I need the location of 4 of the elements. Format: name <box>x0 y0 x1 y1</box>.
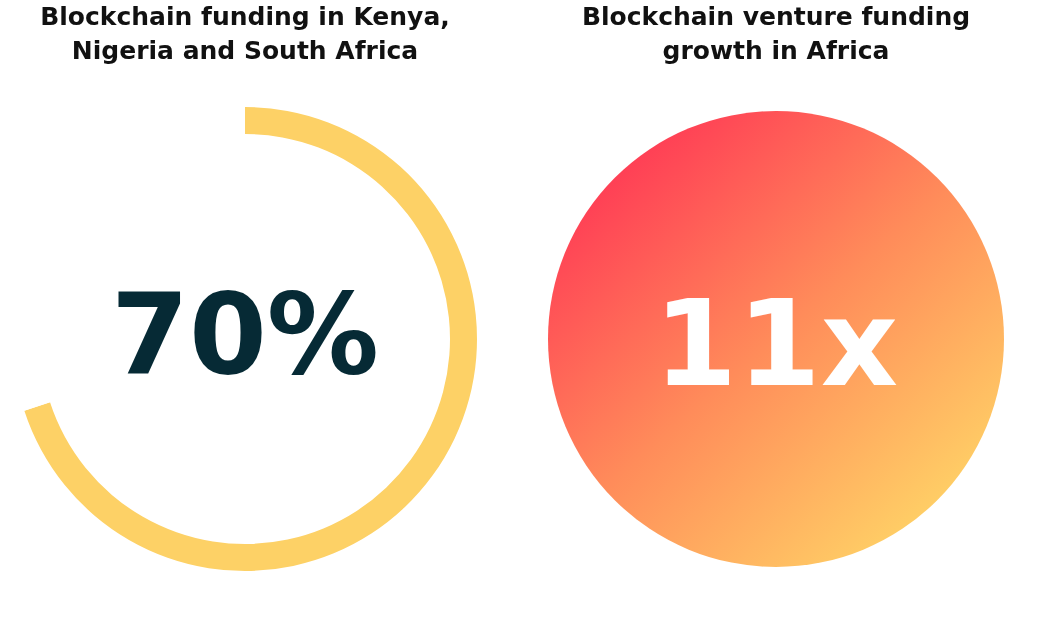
text: 11x <box>653 274 899 413</box>
chart-title: Blockchain funding in Kenya, Nigeria and South Africa <box>40 2 450 65</box>
text: Blockchain venture funding growth in Africa <box>581 2 971 65</box>
data-label: 70% <box>110 269 380 399</box>
